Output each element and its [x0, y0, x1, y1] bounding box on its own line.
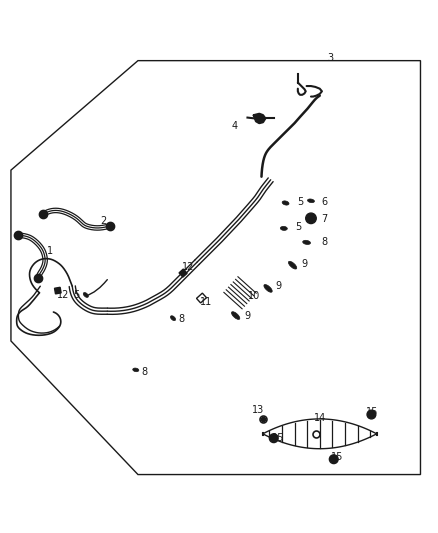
Text: 8: 8	[179, 314, 185, 324]
Ellipse shape	[264, 285, 272, 292]
Ellipse shape	[280, 227, 287, 230]
Text: 11: 11	[200, 297, 212, 308]
Ellipse shape	[133, 368, 139, 372]
Text: 15: 15	[272, 433, 284, 443]
Text: 2: 2	[100, 215, 106, 225]
Text: 12: 12	[57, 290, 70, 300]
Ellipse shape	[303, 240, 311, 245]
Text: 14: 14	[314, 413, 326, 423]
Text: 10: 10	[248, 291, 260, 301]
Text: 12: 12	[182, 262, 194, 272]
Text: 9: 9	[301, 260, 307, 269]
Ellipse shape	[83, 293, 88, 297]
Circle shape	[306, 213, 316, 223]
Text: 8: 8	[321, 237, 327, 247]
Text: 5: 5	[74, 290, 80, 300]
Ellipse shape	[231, 312, 240, 319]
Text: 9: 9	[244, 311, 251, 320]
Text: 1: 1	[47, 246, 53, 256]
Ellipse shape	[288, 261, 297, 269]
Circle shape	[269, 434, 278, 442]
Text: 5: 5	[295, 222, 301, 232]
Polygon shape	[54, 287, 61, 294]
Text: 5: 5	[297, 197, 303, 207]
Text: 15: 15	[366, 407, 378, 417]
Circle shape	[367, 410, 376, 419]
Text: 8: 8	[141, 367, 148, 377]
Text: 4: 4	[231, 122, 237, 131]
Circle shape	[329, 455, 338, 464]
Ellipse shape	[170, 316, 176, 321]
Text: 3: 3	[328, 53, 334, 63]
Text: 15: 15	[331, 452, 343, 462]
Ellipse shape	[307, 199, 314, 203]
Text: 7: 7	[321, 214, 327, 224]
Polygon shape	[179, 269, 187, 277]
Ellipse shape	[282, 201, 289, 205]
Polygon shape	[254, 114, 265, 123]
Text: 9: 9	[275, 281, 281, 291]
Text: 13: 13	[252, 405, 265, 415]
Text: 6: 6	[321, 197, 327, 207]
